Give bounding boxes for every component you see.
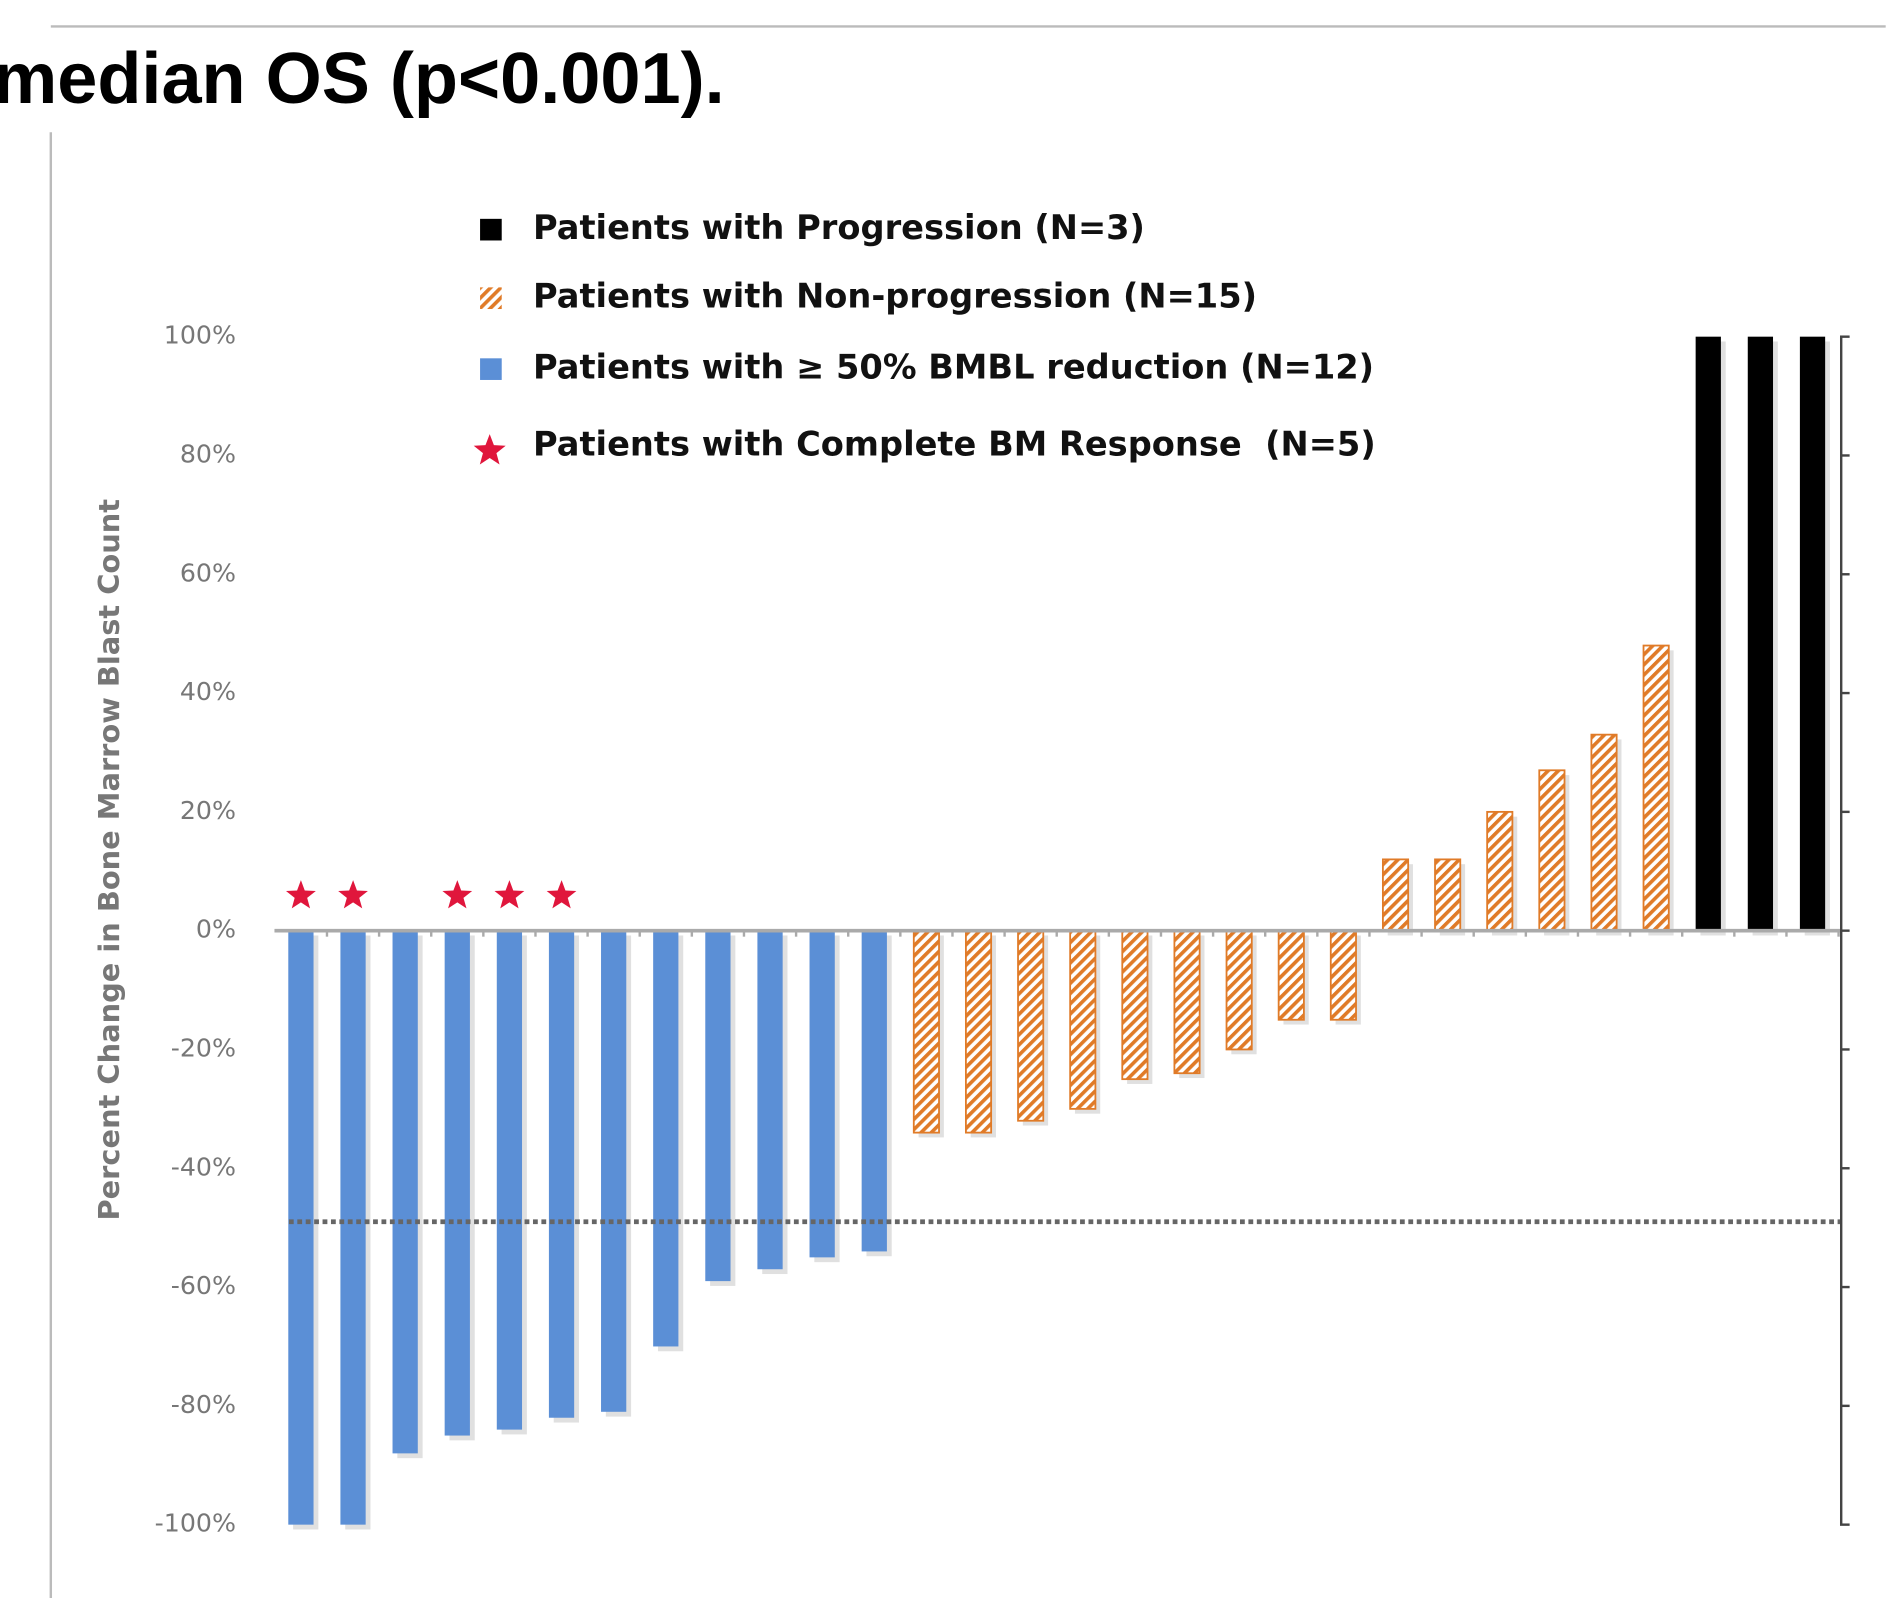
legend-label: Patients with ≥ 50% BMBL reduction (N=12… (533, 348, 1374, 387)
legend-swatch (480, 218, 502, 241)
y-tick-label: 0% (196, 915, 236, 944)
bar (1434, 858, 1462, 932)
bar (1642, 644, 1670, 932)
bar (548, 930, 575, 1418)
bar (1747, 336, 1774, 931)
bar (1486, 810, 1514, 932)
legend-swatch (480, 358, 502, 380)
bar (1173, 929, 1201, 1075)
bar (1590, 733, 1618, 932)
y-tick-label: -80% (171, 1390, 236, 1419)
y-tick-label: 20% (180, 796, 236, 825)
y-tick-label: 60% (180, 558, 236, 587)
bar (288, 930, 314, 1525)
bar (444, 930, 470, 1436)
bar (340, 930, 366, 1525)
legend-swatch (480, 287, 502, 310)
bar (757, 930, 783, 1270)
legend-label: Patients with Complete BM Response (N=5) (533, 425, 1376, 464)
bar (809, 930, 835, 1258)
legend-star (473, 434, 506, 465)
y-tick-label: 40% (180, 677, 236, 706)
star-marker (494, 880, 525, 909)
y-axis-label: Percent Change in Bone Marrow Blast Coun… (92, 499, 126, 1221)
bar (861, 930, 887, 1252)
star-marker (546, 880, 577, 909)
bar (705, 930, 731, 1282)
bar (653, 930, 679, 1347)
y-tick-label: -20% (171, 1033, 236, 1062)
bar (1695, 336, 1721, 931)
bar (1538, 769, 1566, 932)
y-tick-label: -60% (171, 1271, 236, 1300)
bar (1381, 858, 1410, 932)
y-tick-label: 100% (164, 321, 236, 350)
title: median OS (p<0.001). (0, 39, 725, 119)
y-tick-label: 80% (180, 439, 236, 468)
bar (912, 929, 940, 1134)
bar (1121, 929, 1149, 1081)
bar (601, 930, 627, 1412)
bar (1069, 929, 1097, 1110)
bar (965, 929, 993, 1134)
y-tick-label: -40% (171, 1152, 236, 1181)
y-tick-label: -100% (155, 1509, 236, 1538)
legend-label: Patients with Non-progression (N=15) (533, 277, 1257, 316)
star-marker (442, 880, 473, 909)
bar (1017, 929, 1045, 1122)
star-marker (338, 880, 368, 909)
bar (496, 930, 523, 1430)
legend-label: Patients with Progression (N=3) (533, 208, 1145, 247)
bar (392, 930, 418, 1454)
bar (1277, 929, 1305, 1021)
star-marker (286, 880, 316, 909)
bar (1329, 929, 1357, 1021)
bar (1799, 336, 1826, 931)
bar (1225, 929, 1253, 1051)
